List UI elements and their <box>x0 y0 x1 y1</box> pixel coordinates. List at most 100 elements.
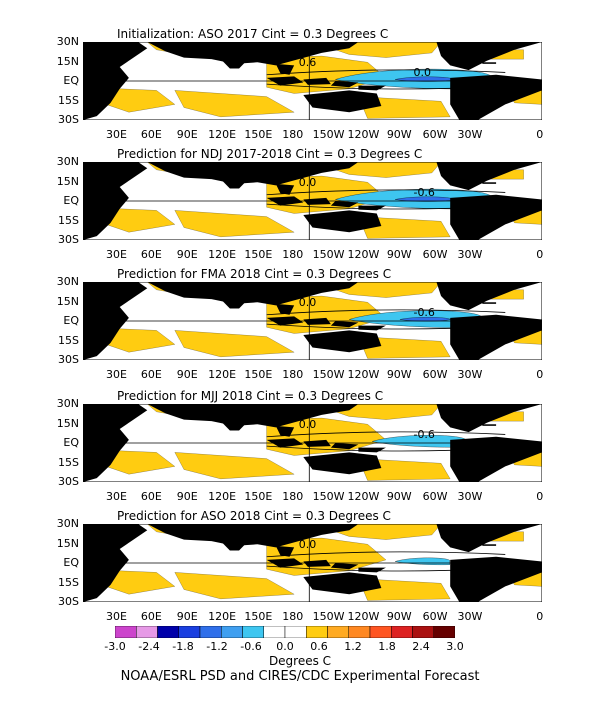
latitude-label: 30N <box>56 275 79 288</box>
sst-anomaly-map <box>83 162 542 240</box>
longitude-label: 60E <box>140 248 162 261</box>
land-mass <box>482 302 497 304</box>
longitude-label: 90E <box>176 248 198 261</box>
longitude-label: 60E <box>140 490 162 503</box>
warm-anomaly-region <box>175 210 294 237</box>
colorbar-swatch <box>115 626 137 638</box>
contour-label: 0.0 <box>298 175 317 189</box>
land-mass <box>482 62 497 64</box>
sst-anomaly-map <box>83 42 542 120</box>
panel-title: Prediction for NDJ 2017-2018 Cint = 0.3 … <box>117 147 423 161</box>
land-mass <box>482 424 497 426</box>
longitude-label: 30E <box>106 610 127 623</box>
colorbar-tick-label: -1.2 <box>206 640 228 653</box>
land-mass <box>436 162 542 191</box>
colorbar-swatch <box>157 626 179 638</box>
longitude-label: 150E <box>244 610 273 623</box>
colorbar-swatch <box>199 626 222 638</box>
latitude-label: 15N <box>56 174 79 188</box>
longitude-label: 30W <box>457 248 483 261</box>
colorbar-swatch <box>178 626 201 638</box>
land-mass <box>330 201 359 208</box>
latitude-label: 30S <box>58 595 79 608</box>
warm-anomaly-region <box>267 296 386 333</box>
colorbar-tick-label: 1.2 <box>344 640 362 653</box>
latitude-label: EQ <box>63 314 79 327</box>
land-mass <box>147 524 359 548</box>
land-mass <box>220 59 249 69</box>
land-mass <box>450 314 542 360</box>
land-mass <box>303 452 382 475</box>
land-mass <box>303 210 382 233</box>
longitude-label: 150E <box>244 368 273 381</box>
longitude-label: 150E <box>244 128 273 141</box>
longitude-label: 0 <box>536 368 544 381</box>
warm-anomaly-region <box>267 418 386 455</box>
land-mass <box>303 330 382 353</box>
land-mass <box>275 303 295 315</box>
latitude-label: 15S <box>58 93 79 107</box>
panel-title: Prediction for MJJ 2018 Cint = 0.3 Degre… <box>117 389 384 403</box>
latitude-label: 30S <box>58 233 79 246</box>
latitude-label: 30N <box>56 397 79 410</box>
longitude-label: 30W <box>457 368 483 381</box>
contour-label: 0.0 <box>298 537 317 551</box>
longitude-label: 180 <box>282 128 304 141</box>
land-mass <box>330 443 359 450</box>
latitude-label: 30S <box>58 475 79 488</box>
colorbar-tick-label: 0.0 <box>276 640 294 653</box>
longitude-label: 150W <box>312 490 345 503</box>
colorbar-swatch <box>348 626 371 638</box>
colorbar-swatch <box>263 626 286 638</box>
longitude-label: 90W <box>386 248 412 261</box>
latitude-label: 15S <box>58 333 79 347</box>
longitude-label: 30W <box>457 610 483 623</box>
latitude-label: 15N <box>56 536 79 550</box>
longitude-label: 120E <box>208 368 237 381</box>
longitude-label: 90W <box>386 128 412 141</box>
colorbar-label: Degrees C <box>268 654 332 668</box>
longitude-label: 60E <box>140 128 162 141</box>
contour-label: -0.6 <box>413 305 435 319</box>
colorbar-swatch <box>369 626 392 638</box>
longitude-label: 120W <box>347 248 380 261</box>
longitude-label: 150E <box>244 490 273 503</box>
sst-anomaly-map <box>83 524 542 602</box>
warm-anomaly-region <box>358 337 450 359</box>
longitude-label: 90E <box>176 368 198 381</box>
warm-anomaly-region <box>175 572 294 599</box>
longitude-label: 180 <box>282 248 304 261</box>
longitude-label: 30E <box>106 128 127 141</box>
land-mass <box>450 436 542 482</box>
land-mass <box>220 179 249 189</box>
longitude-label: 120W <box>347 490 380 503</box>
colorbar-tick-label: -1.8 <box>172 640 194 653</box>
land-mass <box>220 541 249 551</box>
colorbar <box>115 626 455 638</box>
sst-anomaly-map <box>83 404 542 482</box>
longitude-label: 60W <box>422 128 448 141</box>
longitude-label: 30W <box>457 490 483 503</box>
longitude-label: 120W <box>347 368 380 381</box>
warm-anomaly-region <box>358 579 450 601</box>
latitude-label: 30S <box>58 353 79 366</box>
warm-anomaly-region <box>267 538 386 575</box>
longitude-label: 180 <box>282 368 304 381</box>
colorbar-tick-label: 0.6 <box>310 640 328 653</box>
longitude-label: 180 <box>282 610 304 623</box>
land-mass <box>450 556 542 602</box>
colorbar-swatch <box>242 626 264 638</box>
colorbar-swatch <box>327 626 349 638</box>
latitude-label: 15S <box>58 455 79 469</box>
longitude-label: 30W <box>457 128 483 141</box>
land-mass <box>303 572 382 595</box>
land-mass <box>330 81 359 88</box>
land-mass <box>436 404 542 433</box>
longitude-label: 90W <box>386 490 412 503</box>
longitude-label: 30E <box>106 248 127 261</box>
colorbar-swatch <box>221 626 243 638</box>
land-mass <box>436 524 542 553</box>
land-mass <box>482 544 497 546</box>
sst-anomaly-map <box>83 282 542 360</box>
land-mass <box>147 162 359 186</box>
